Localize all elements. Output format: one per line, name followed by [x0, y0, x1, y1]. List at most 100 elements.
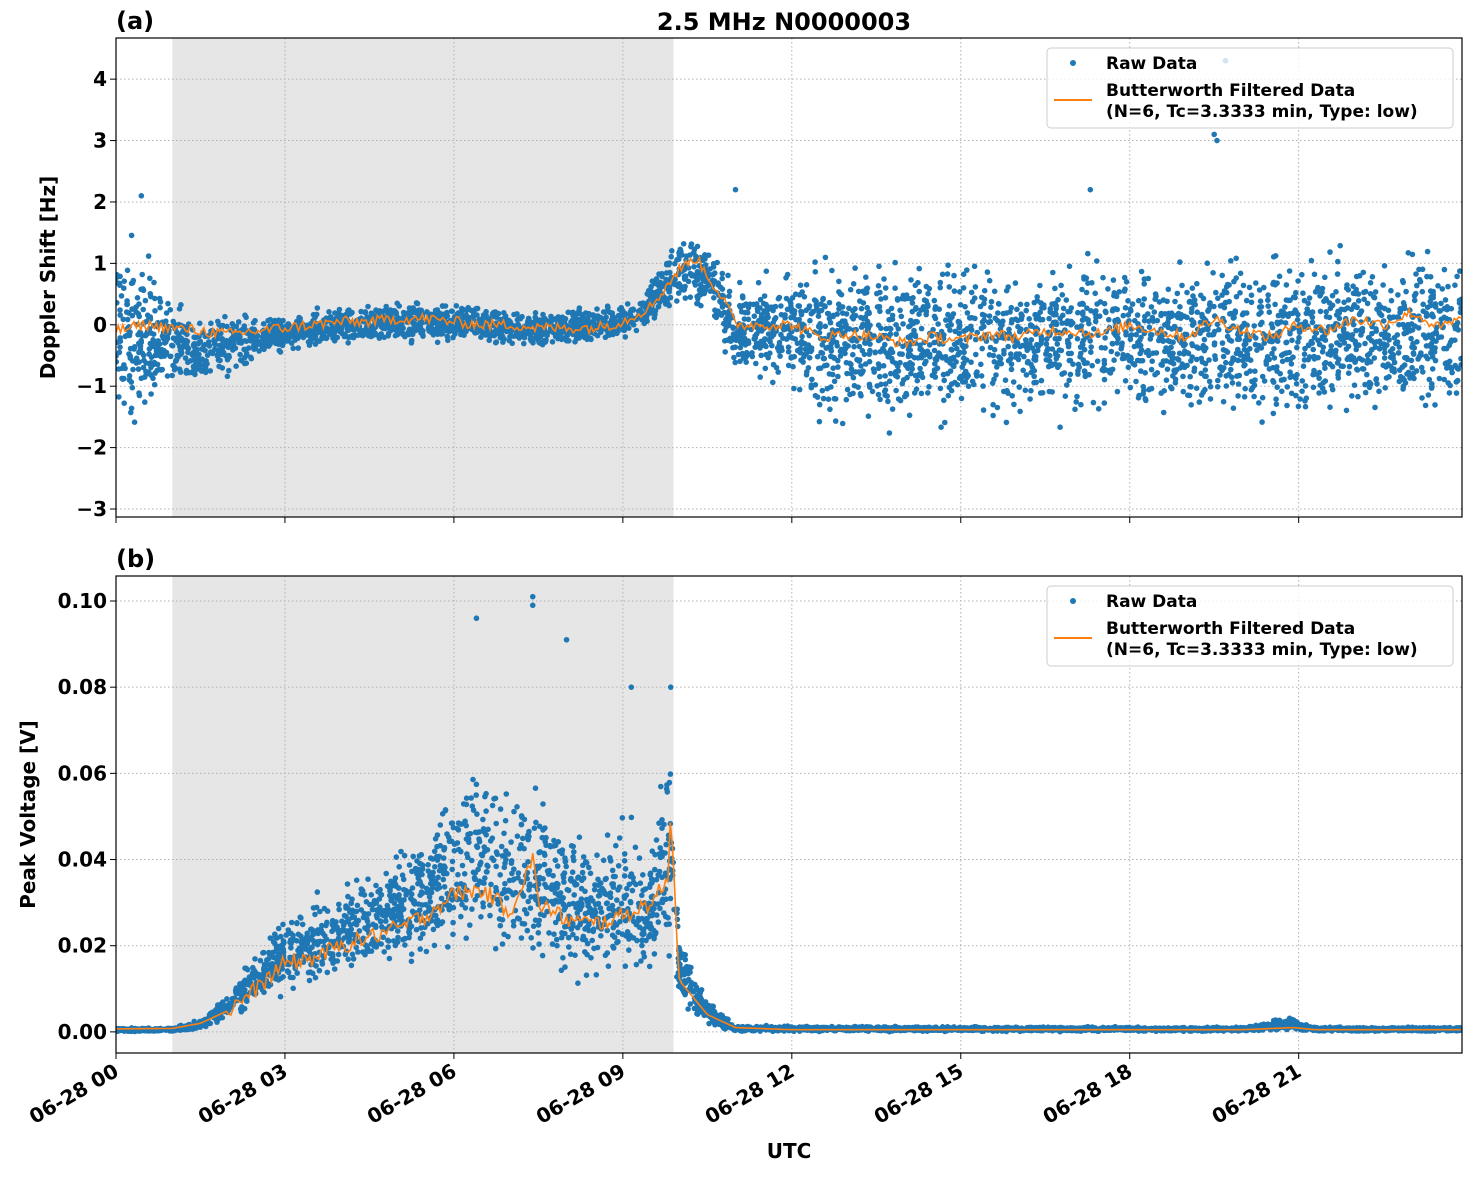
raw-data-point: [450, 309, 456, 315]
raw-data-point: [995, 405, 1001, 411]
raw-data-point: [1430, 366, 1436, 372]
raw-data-point: [1302, 357, 1308, 363]
raw-data-point: [1091, 326, 1097, 332]
raw-data-point: [831, 313, 837, 319]
raw-data-point: [393, 333, 399, 339]
raw-data-point: [445, 338, 451, 344]
raw-data-point: [1211, 132, 1217, 138]
raw-data-point: [1302, 298, 1308, 304]
raw-data-point: [682, 287, 688, 293]
raw-data-point: [468, 308, 474, 314]
raw-data-point: [200, 346, 206, 352]
raw-data-point: [797, 292, 803, 298]
raw-data-point: [937, 351, 943, 357]
raw-data-point: [1307, 295, 1313, 301]
raw-data-point: [149, 355, 155, 361]
raw-data-point: [1214, 138, 1220, 144]
raw-data-point: [859, 306, 865, 312]
raw-data-point: [116, 394, 122, 400]
raw-data-point: [1412, 298, 1418, 304]
raw-data-point: [1372, 405, 1378, 411]
raw-data-point: [1121, 313, 1127, 319]
raw-data-point: [898, 398, 904, 404]
raw-data-point: [630, 306, 636, 312]
raw-data-point: [867, 341, 873, 347]
raw-data-point: [1063, 393, 1069, 399]
raw-data-point: [1250, 385, 1256, 391]
raw-data-point: [960, 379, 966, 385]
raw-data-point: [876, 366, 882, 372]
raw-data-point: [143, 298, 149, 304]
raw-data-point: [915, 378, 921, 384]
raw-data-point: [1322, 275, 1328, 281]
raw-data-point: [1146, 318, 1152, 324]
raw-data-point: [1076, 362, 1082, 368]
raw-data-point: [1123, 378, 1129, 384]
raw-data-point: [1410, 341, 1416, 347]
raw-data-point: [959, 374, 965, 380]
raw-data-point: [965, 310, 971, 316]
raw-data-point: [1014, 353, 1020, 359]
raw-data-point: [925, 390, 931, 396]
raw-data-point: [568, 319, 574, 325]
raw-data-point: [1146, 387, 1152, 393]
raw-data-point: [1136, 298, 1142, 304]
raw-data-point: [971, 382, 977, 388]
raw-data-point: [885, 399, 891, 405]
raw-data-point: [888, 371, 894, 377]
figure-title: 2.5 MHz N0000003: [657, 8, 911, 36]
raw-data-point: [1128, 356, 1134, 362]
raw-data-point: [540, 953, 546, 959]
raw-data-point: [1115, 389, 1121, 395]
raw-data-point: [733, 187, 739, 193]
raw-data-point: [1425, 249, 1431, 255]
raw-data-point: [435, 340, 441, 346]
raw-data-point: [1393, 341, 1399, 347]
raw-data-point: [1289, 338, 1295, 344]
raw-data-point: [1287, 331, 1293, 337]
raw-data-point: [1149, 332, 1155, 338]
raw-data-point: [536, 332, 542, 338]
raw-data-point: [877, 374, 883, 380]
raw-data-point: [1115, 335, 1121, 341]
raw-data-point: [1192, 366, 1198, 372]
raw-data-point: [572, 339, 578, 345]
raw-data-point: [1355, 367, 1361, 373]
raw-data-point: [1312, 272, 1318, 278]
raw-data-point: [1046, 316, 1052, 322]
raw-data-point: [949, 347, 955, 353]
raw-data-point: [1177, 304, 1183, 310]
raw-data-point: [987, 313, 993, 319]
raw-data-point: [1424, 274, 1430, 280]
raw-data-point: [1103, 310, 1109, 316]
raw-data-point: [252, 318, 258, 324]
raw-data-point: [1088, 349, 1094, 355]
raw-data-point: [1091, 400, 1097, 406]
raw-data-point: [1265, 357, 1271, 363]
raw-data-point: [835, 374, 841, 380]
raw-data-point: [1294, 381, 1300, 387]
raw-data-point: [938, 280, 944, 286]
raw-data-point: [1005, 344, 1011, 350]
raw-data-point: [1249, 292, 1255, 298]
raw-data-point: [136, 390, 142, 396]
raw-data-point: [234, 324, 240, 330]
raw-data-point: [667, 286, 673, 292]
raw-data-point: [1158, 390, 1164, 396]
raw-data-point: [1356, 298, 1362, 304]
raw-data-point: [614, 331, 620, 337]
raw-data-point: [1303, 383, 1309, 389]
raw-data-point: [1322, 389, 1328, 395]
raw-data-point: [1140, 302, 1146, 308]
raw-data-point: [1067, 264, 1073, 270]
raw-data-point: [938, 424, 944, 430]
raw-data-point: [652, 951, 658, 957]
raw-data-point: [1024, 348, 1030, 354]
raw-data-point: [973, 371, 979, 377]
raw-data-point: [249, 356, 255, 362]
raw-data-point: [1194, 281, 1200, 287]
raw-data-point: [515, 317, 521, 323]
raw-data-point: [785, 272, 791, 278]
raw-data-point: [711, 261, 717, 267]
raw-data-point: [726, 318, 732, 324]
